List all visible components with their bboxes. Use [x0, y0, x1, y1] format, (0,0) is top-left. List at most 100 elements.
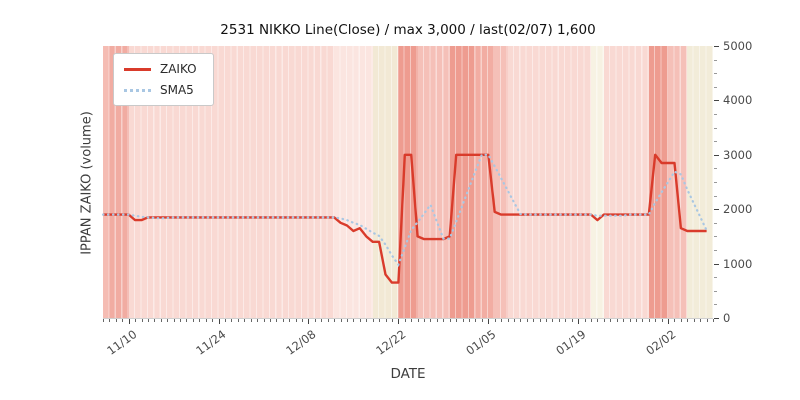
- x-tick-label: 01/19: [553, 327, 589, 358]
- x-minor-tick: [314, 319, 316, 322]
- x-minor-tick: [366, 319, 368, 322]
- x-minor-tick: [610, 319, 612, 322]
- x-minor-tick: [289, 319, 291, 322]
- background-band: [109, 46, 129, 318]
- x-minor-tick: [591, 319, 592, 322]
- x-minor-tick: [180, 319, 182, 322]
- x-major-tick: [668, 319, 670, 324]
- x-minor-tick: [231, 319, 233, 322]
- x-minor-tick: [391, 319, 393, 322]
- y-minor-tick: [714, 168, 717, 170]
- background-band: [494, 46, 508, 318]
- x-minor-tick: [603, 319, 605, 322]
- x-major-tick: [578, 319, 580, 324]
- background-band: [417, 46, 450, 318]
- x-minor-tick: [507, 319, 509, 322]
- y-major-tick: [714, 100, 719, 102]
- x-minor-tick: [616, 319, 618, 322]
- x-minor-tick: [475, 319, 477, 322]
- x-minor-tick: [295, 319, 297, 322]
- x-minor-tick: [513, 319, 515, 322]
- x-minor-tick: [456, 319, 458, 322]
- x-minor-tick: [546, 319, 548, 322]
- x-minor-tick: [629, 319, 631, 322]
- x-minor-tick: [186, 319, 188, 322]
- x-tick-label: 02/02: [643, 327, 679, 358]
- x-minor-tick: [321, 319, 323, 322]
- x-minor-tick: [648, 319, 650, 322]
- y-tick-label: 5000: [723, 39, 753, 53]
- x-minor-tick: [225, 319, 226, 322]
- x-axis-tick-layer: 11/10 11/24 12/08 12/22 01/05 01/19 02/02: [103, 318, 714, 382]
- background-band: [334, 46, 373, 318]
- background-band: [103, 46, 110, 318]
- background-band: [648, 46, 669, 318]
- background-band: [507, 46, 591, 318]
- x-minor-tick: [481, 319, 483, 322]
- y-minor-tick: [714, 222, 717, 224]
- x-minor-tick: [141, 319, 143, 322]
- y-tick-label: 3000: [723, 147, 753, 162]
- x-minor-tick: [154, 319, 156, 322]
- sma5-line-swatch: [124, 88, 151, 92]
- x-minor-tick: [661, 319, 663, 322]
- x-minor-tick: [539, 319, 541, 322]
- x-minor-tick: [237, 319, 239, 322]
- x-minor-tick: [122, 319, 124, 322]
- x-minor-tick: [706, 319, 708, 322]
- y-tick-label: 0: [723, 311, 731, 325]
- x-minor-tick: [680, 319, 682, 322]
- x-minor-tick: [379, 319, 381, 322]
- x-minor-tick: [115, 319, 117, 322]
- x-minor-tick: [584, 319, 586, 322]
- x-minor-tick: [263, 319, 265, 322]
- y-minor-tick: [714, 304, 717, 306]
- x-minor-tick: [430, 319, 432, 322]
- x-minor-tick: [205, 319, 207, 322]
- x-minor-tick: [635, 319, 637, 322]
- x-minor-tick: [687, 319, 689, 322]
- legend-label-zaiko: ZAIKO: [160, 62, 197, 76]
- y-major-tick: [714, 154, 719, 156]
- y-minor-tick: [714, 277, 717, 279]
- x-tick-label: 11/10: [103, 327, 139, 358]
- x-minor-tick: [674, 319, 676, 322]
- x-major-tick: [398, 319, 400, 324]
- x-minor-tick: [404, 319, 406, 322]
- y-major-tick: [714, 263, 719, 265]
- x-major-tick: [488, 319, 490, 324]
- y-tick-label: 1000: [723, 256, 753, 271]
- y-minor-tick: [714, 73, 717, 75]
- y-minor-tick: [714, 236, 717, 238]
- y-minor-tick: [714, 114, 717, 115]
- x-minor-tick: [250, 319, 252, 322]
- zaiko-line-swatch: [124, 67, 151, 71]
- x-minor-tick: [417, 319, 419, 322]
- x-minor-tick: [693, 319, 695, 322]
- x-minor-tick: [494, 319, 496, 322]
- x-minor-tick: [462, 319, 464, 322]
- y-minor-tick: [714, 86, 717, 88]
- x-minor-tick: [212, 319, 214, 322]
- x-major-tick: [308, 319, 310, 324]
- legend-box: ZAIKO SMA5: [113, 53, 214, 106]
- x-minor-tick: [713, 319, 714, 322]
- x-tick-label: 12/22: [373, 327, 409, 358]
- y-minor-tick: [714, 290, 717, 292]
- chart-title: 2531 NIKKO Line(Close) / max 3,000 / las…: [220, 22, 596, 38]
- x-minor-tick: [443, 319, 445, 322]
- x-minor-tick: [642, 319, 644, 322]
- x-minor-tick: [347, 319, 348, 322]
- background-band: [668, 46, 688, 318]
- x-minor-tick: [436, 319, 438, 322]
- y-minor-tick: [714, 195, 717, 197]
- x-minor-tick: [469, 319, 470, 322]
- x-minor-tick: [565, 319, 567, 322]
- y-major-tick: [714, 209, 719, 211]
- x-minor-tick: [340, 319, 342, 322]
- background-band: [603, 46, 649, 318]
- x-minor-tick: [244, 319, 246, 322]
- x-minor-tick: [411, 319, 413, 322]
- x-minor-tick: [199, 319, 201, 322]
- x-minor-tick: [276, 319, 278, 322]
